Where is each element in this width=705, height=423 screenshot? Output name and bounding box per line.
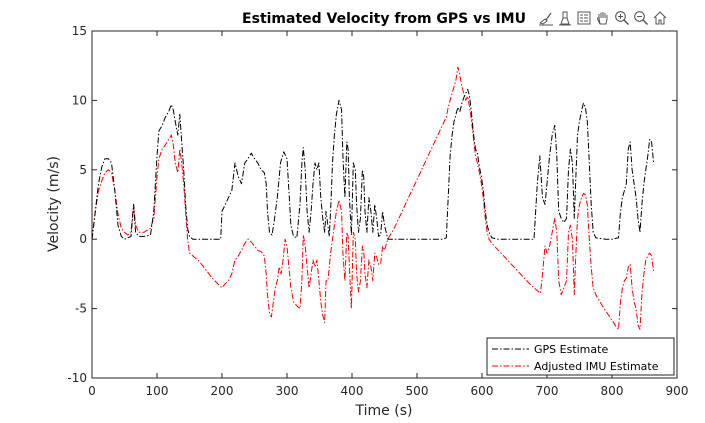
y-tick-label: -10: [67, 371, 87, 385]
pan-hand-icon[interactable]: [594, 10, 611, 27]
x-tick-label: 600: [471, 384, 494, 398]
y-tick-label: 10: [72, 93, 87, 107]
imu-series-line: [91, 66, 655, 330]
plot-area: [91, 30, 678, 379]
brush-icon[interactable]: [537, 10, 554, 27]
x-tick-label: 700: [536, 384, 559, 398]
x-tick-label: 300: [276, 384, 299, 398]
home-icon[interactable]: [651, 10, 668, 27]
legend-gps-label: GPS Estimate: [534, 343, 608, 356]
y-axis: -10 -5 0 5 10 15: [67, 24, 677, 385]
x-tick-label: 0: [88, 384, 96, 398]
legend-box: [486, 337, 675, 376]
legend[interactable]: GPS Estimate Adjusted IMU Estimate: [486, 337, 675, 376]
legend-imu-label: Adjusted IMU Estimate: [534, 360, 659, 373]
x-tick-label: 200: [211, 384, 234, 398]
series-layer: [91, 66, 655, 330]
y-tick-label: -5: [75, 302, 87, 316]
gps-series-line: [91, 88, 655, 240]
x-tick-label: 800: [601, 384, 624, 398]
x-tick-label: 900: [666, 384, 689, 398]
x-tick-label: 400: [341, 384, 364, 398]
axes-toolbar: [537, 9, 668, 27]
y-axis-label: Velocity (m/s): [46, 156, 62, 252]
zoom-in-icon[interactable]: [613, 10, 630, 27]
y-tick-label: 5: [79, 163, 87, 177]
chart-title: Estimated Velocity from GPS vs IMU: [242, 11, 526, 27]
x-axis-label: Time (s): [355, 403, 413, 419]
y-tick-label: 15: [72, 24, 87, 38]
y-tick-label: 0: [79, 232, 87, 246]
x-tick-label: 500: [406, 384, 429, 398]
legend-icon[interactable]: [575, 10, 592, 27]
x-axis: 0 100 200 300 400 500 600 700 800 900: [88, 31, 688, 398]
data-tips-icon[interactable]: [556, 10, 573, 27]
x-tick-label: 100: [146, 384, 169, 398]
zoom-out-icon[interactable]: [632, 10, 649, 27]
